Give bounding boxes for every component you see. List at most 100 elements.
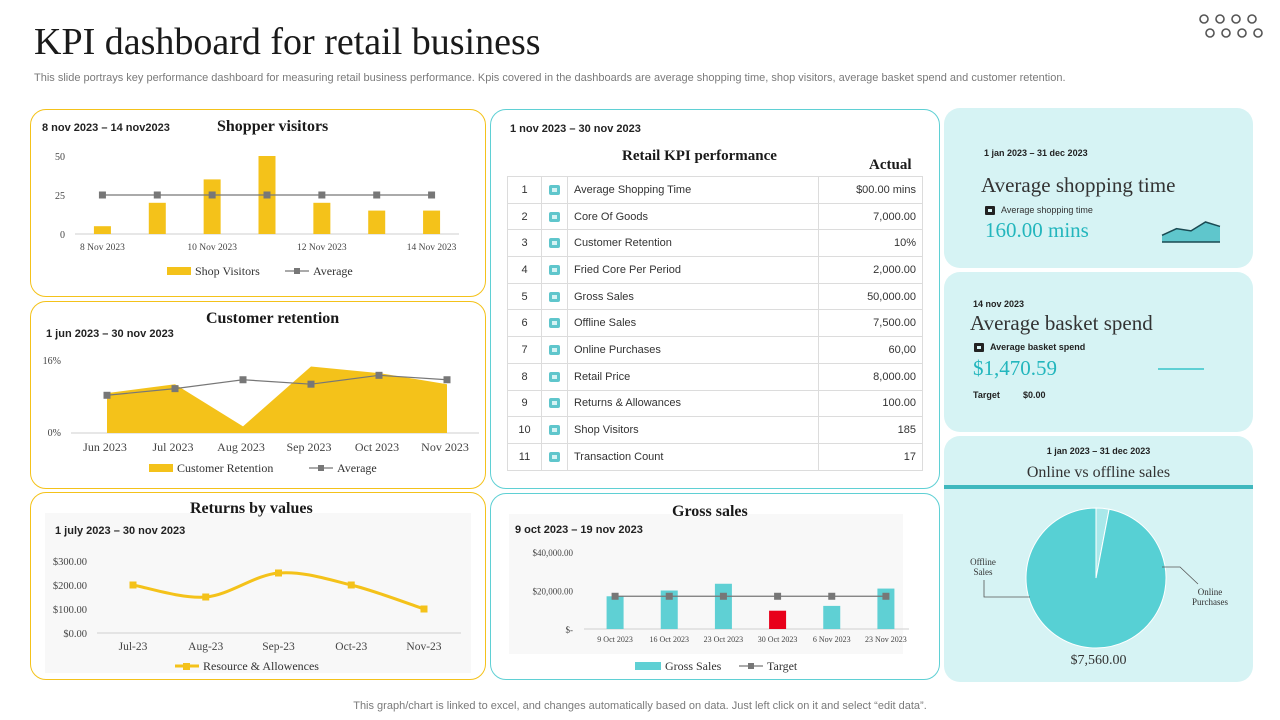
- kpi-metric-icon: [549, 291, 560, 302]
- gross-date: 9 oct 2023 – 19 nov 2023: [515, 524, 643, 536]
- average-point: [98, 191, 106, 199]
- kpi-metric-icon: [549, 371, 560, 382]
- stopwatch-icon: [985, 206, 995, 216]
- kpi-row-name: Offline Sales: [567, 309, 819, 338]
- returns-title: Returns by values: [190, 500, 313, 517]
- kpi-row-value: $00.00 mins: [818, 176, 923, 204]
- online-offline-pie-chart[interactable]: [944, 436, 1253, 682]
- pie-slice-online: [1025, 507, 1167, 649]
- legend-gross-sales: Gross Sales: [665, 659, 722, 673]
- y-tick-label: $40,000.00: [533, 548, 574, 558]
- x-tick-label: 16 Oct 2023: [649, 635, 689, 644]
- kpi-metric-icon: [549, 184, 560, 195]
- basket-target-label: Target: [973, 390, 1000, 400]
- x-tick-label: Sep-23: [262, 641, 295, 653]
- y-tick-label: $200.00: [53, 581, 87, 592]
- kpi-row-number: 11: [507, 442, 542, 471]
- kpi-row-icon-cell: [541, 389, 568, 418]
- average-line: [106, 374, 448, 396]
- returns-chart[interactable]: $0.00 $100.00 $200.00 $300.00 Jul-23 Aug-23 Se…: [31, 493, 487, 681]
- avg-time-value: 160.00 mins: [985, 218, 1089, 242]
- avg-time-label-row: Average shopping time: [985, 205, 1093, 216]
- average-point: [239, 376, 247, 384]
- kpi-table-row: 8 Retail Price 8,000.00: [507, 362, 923, 391]
- kpi-row-icon-cell: [541, 176, 568, 204]
- x-tick-label: Nov 2023: [421, 440, 469, 454]
- returns-point: [202, 593, 210, 601]
- legend-returns: Resource & Allowences: [203, 659, 319, 673]
- retention-date: 1 jun 2023 – 30 nov 2023: [46, 328, 174, 340]
- kpi-row-icon-cell: [541, 336, 568, 364]
- kpi-row-number: 5: [507, 282, 542, 311]
- returns-date: 1 july 2023 – 30 nov 2023: [55, 525, 186, 537]
- gross-sales-bar: [606, 596, 624, 629]
- kpi-metric-icon: [549, 211, 560, 222]
- retention-title: Customer retention: [206, 310, 340, 327]
- kpi-table-row: 6 Offline Sales 7,500.00: [507, 309, 923, 338]
- kpi-actual-header: Actual: [869, 157, 912, 173]
- average-point: [443, 376, 451, 384]
- footer-note: This graph/chart is linked to excel, and…: [353, 700, 927, 712]
- legend-customer-retention: Customer Retention: [177, 461, 273, 475]
- customer-retention-area: [107, 366, 447, 433]
- shop-visitors-bar: [423, 210, 441, 234]
- retention-chart[interactable]: 16% 0% Jun 2023 Jul 2023 Aug 2023 Sep 2023 Oct…: [31, 302, 487, 490]
- pie-label-online: Online Purchases: [1192, 587, 1228, 607]
- kpi-row-number: 8: [507, 362, 542, 391]
- kpi-row-name: Transaction Count: [567, 442, 819, 471]
- pie-label-offline: Offline Sales: [970, 557, 996, 577]
- returns-point: [347, 581, 355, 589]
- x-tick-label: Jul-23: [119, 641, 148, 653]
- gross-plot-bg: [509, 514, 903, 654]
- returns-point: [129, 581, 137, 589]
- x-tick-label: Nov-23: [406, 641, 441, 653]
- kpi-row-name: Customer Retention: [567, 229, 819, 258]
- target-point: [665, 592, 673, 600]
- kpi-metric-icon: [549, 238, 560, 249]
- avg-time-date: 1 jan 2023 – 31 dec 2023: [984, 148, 1088, 158]
- shop-visitors-bar: [368, 210, 386, 234]
- kpi-table-row: 7 Online Purchases 60,00: [507, 336, 923, 364]
- kpi-row-icon-cell: [541, 362, 568, 391]
- gross-chart[interactable]: $- $20,000.00 $40,000.00 9 Oct 2023 16 Oct 2…: [491, 494, 941, 681]
- basket-icon: [974, 343, 984, 353]
- kpi-row-icon-cell: [541, 442, 568, 471]
- average-point: [208, 191, 216, 199]
- x-tick-label: 6 Nov 2023: [813, 635, 851, 644]
- kpi-row-name: Fried Core Per Period: [567, 256, 819, 284]
- kpi-row-icon-cell: [541, 229, 568, 258]
- y-tick-label: 0%: [48, 428, 61, 439]
- shopper-chart[interactable]: 0 25 50 8 Nov 2023 10 Nov 2023 12 Nov 2023 14 …: [31, 110, 487, 298]
- target-point: [828, 592, 836, 600]
- kpi-row-name: Shop Visitors: [567, 416, 819, 444]
- kpi-row-name: Gross Sales: [567, 282, 819, 311]
- online-offline-divider: [944, 485, 1253, 489]
- kpi-row-icon-cell: [541, 309, 568, 338]
- legend-swatch-gross-sales: [635, 662, 661, 670]
- target-point: [774, 592, 782, 600]
- kpi-table-row: 11 Transaction Count 17: [507, 442, 923, 471]
- kpi-row-value: 100.00: [818, 389, 923, 418]
- x-tick-label: Aug 2023: [217, 440, 265, 454]
- average-point: [428, 191, 436, 199]
- average-point: [103, 391, 111, 399]
- dots-logo-icon: [1199, 14, 1263, 38]
- kpi-metric-icon: [549, 265, 560, 275]
- legend-swatch-target-marker: [748, 663, 754, 669]
- kpi-row-number: 7: [507, 336, 542, 364]
- y-tick-label: 0: [60, 230, 65, 241]
- average-point: [263, 191, 271, 199]
- page-title: KPI dashboard for retail business: [34, 21, 541, 63]
- kpi-table-row: 1 Average Shopping Time $00.00 mins: [507, 176, 923, 204]
- x-tick-label: Sep 2023: [287, 440, 332, 454]
- legend-swatch-average-marker: [318, 465, 324, 471]
- kpi-row-icon-cell: [541, 416, 568, 444]
- avg-shopping-time-card: 1 jan 2023 – 31 dec 2023 Average shoppin…: [944, 108, 1253, 268]
- shop-visitors-bar: [203, 179, 221, 234]
- x-tick-label: Jun 2023: [83, 440, 127, 454]
- basket-value: $1,470.59: [973, 356, 1057, 380]
- x-tick-label: Aug-23: [188, 641, 223, 653]
- kpi-date: 1 nov 2023 – 30 nov 2023: [510, 123, 641, 135]
- kpi-row-name: Retail Price: [567, 362, 819, 391]
- shop-visitors-bar: [313, 202, 331, 234]
